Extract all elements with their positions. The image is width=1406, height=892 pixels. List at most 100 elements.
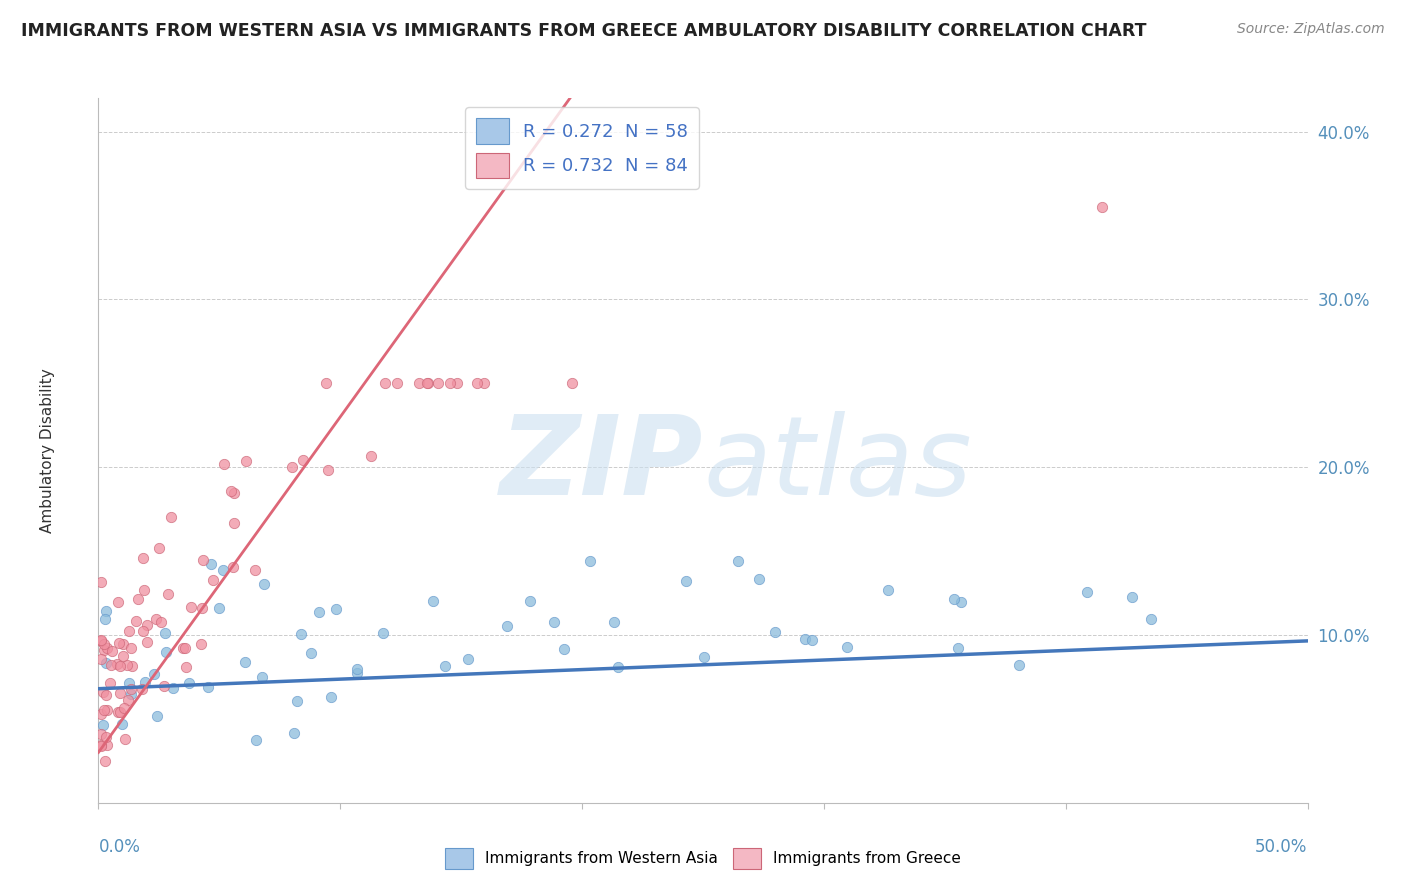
Point bbox=[543, 615, 565, 630]
Point bbox=[211, 562, 233, 576]
Point bbox=[416, 376, 439, 391]
Point bbox=[155, 645, 177, 659]
Point bbox=[174, 660, 197, 674]
Point bbox=[134, 582, 156, 597]
Point bbox=[131, 681, 153, 696]
Point bbox=[434, 659, 457, 673]
Point bbox=[1121, 591, 1143, 605]
Point bbox=[112, 637, 135, 651]
Point bbox=[96, 641, 118, 656]
Point bbox=[427, 376, 450, 391]
Point bbox=[948, 641, 970, 656]
Point bbox=[439, 376, 461, 391]
Point bbox=[422, 594, 444, 608]
Point bbox=[190, 637, 212, 651]
Point bbox=[291, 453, 314, 467]
Point bbox=[253, 576, 276, 591]
Point bbox=[1091, 200, 1114, 214]
Point bbox=[245, 563, 267, 577]
Point bbox=[107, 594, 129, 608]
Point bbox=[202, 573, 225, 587]
Point bbox=[245, 733, 267, 747]
Point bbox=[235, 454, 257, 468]
Point bbox=[94, 612, 117, 626]
Point bbox=[1008, 658, 1031, 673]
Point bbox=[145, 612, 167, 626]
Point bbox=[727, 554, 749, 568]
Text: 50.0%: 50.0% bbox=[1256, 838, 1308, 856]
Point bbox=[222, 516, 245, 531]
Point bbox=[152, 680, 174, 694]
Legend: R = 0.272  N = 58, R = 0.732  N = 84: R = 0.272 N = 58, R = 0.732 N = 84 bbox=[465, 107, 699, 189]
Point bbox=[148, 541, 170, 555]
Point bbox=[90, 738, 112, 752]
Point bbox=[93, 703, 115, 717]
Point bbox=[172, 640, 194, 655]
Point bbox=[98, 676, 121, 690]
Point bbox=[177, 676, 200, 690]
Point bbox=[197, 680, 219, 694]
Point bbox=[553, 642, 575, 657]
Point bbox=[94, 604, 117, 618]
Point bbox=[283, 725, 305, 739]
Point bbox=[346, 662, 368, 676]
Point bbox=[136, 618, 159, 632]
Point bbox=[94, 731, 117, 745]
Point bbox=[105, 657, 128, 671]
Point bbox=[250, 670, 273, 684]
Text: ZIP: ZIP bbox=[499, 411, 703, 518]
Point bbox=[281, 460, 304, 475]
Point bbox=[125, 614, 148, 628]
Text: Source: ZipAtlas.com: Source: ZipAtlas.com bbox=[1237, 22, 1385, 37]
Point bbox=[101, 644, 124, 658]
Point bbox=[108, 636, 131, 650]
Point bbox=[319, 690, 342, 705]
Point bbox=[408, 376, 430, 391]
Point bbox=[285, 694, 308, 708]
Text: atlas: atlas bbox=[703, 411, 972, 518]
Point bbox=[108, 658, 131, 673]
Point bbox=[121, 659, 143, 673]
Point bbox=[108, 705, 131, 719]
Point bbox=[110, 686, 132, 700]
Point bbox=[325, 601, 347, 615]
Point bbox=[90, 574, 112, 589]
Point bbox=[162, 681, 184, 695]
Point bbox=[117, 693, 139, 707]
Point bbox=[1140, 612, 1163, 626]
Point bbox=[90, 633, 112, 648]
Point bbox=[127, 592, 149, 607]
Point bbox=[561, 376, 583, 391]
Point bbox=[96, 703, 118, 717]
Point bbox=[675, 574, 697, 588]
Point bbox=[465, 376, 488, 391]
Point bbox=[135, 635, 157, 649]
Point bbox=[94, 754, 117, 768]
Point bbox=[496, 619, 519, 633]
Point bbox=[446, 376, 468, 391]
Point bbox=[120, 687, 142, 701]
Point bbox=[748, 572, 770, 586]
Point bbox=[308, 605, 330, 619]
Point bbox=[877, 582, 900, 597]
Point bbox=[316, 463, 339, 477]
Point bbox=[693, 649, 716, 664]
Point bbox=[1076, 585, 1098, 599]
Point bbox=[374, 376, 396, 391]
Point bbox=[299, 647, 322, 661]
Point bbox=[90, 634, 112, 648]
Point bbox=[603, 615, 626, 630]
Legend: Immigrants from Western Asia, Immigrants from Greece: Immigrants from Western Asia, Immigrants… bbox=[439, 841, 967, 875]
Text: 0.0%: 0.0% bbox=[98, 838, 141, 856]
Point bbox=[360, 449, 382, 463]
Point bbox=[208, 600, 231, 615]
Point bbox=[212, 457, 235, 471]
Point bbox=[118, 676, 141, 690]
Point bbox=[801, 633, 824, 648]
Point bbox=[111, 648, 134, 663]
Point bbox=[156, 587, 179, 601]
Point bbox=[90, 727, 112, 741]
Point bbox=[472, 376, 495, 391]
Point bbox=[94, 656, 117, 670]
Text: Ambulatory Disability: Ambulatory Disability bbox=[41, 368, 55, 533]
